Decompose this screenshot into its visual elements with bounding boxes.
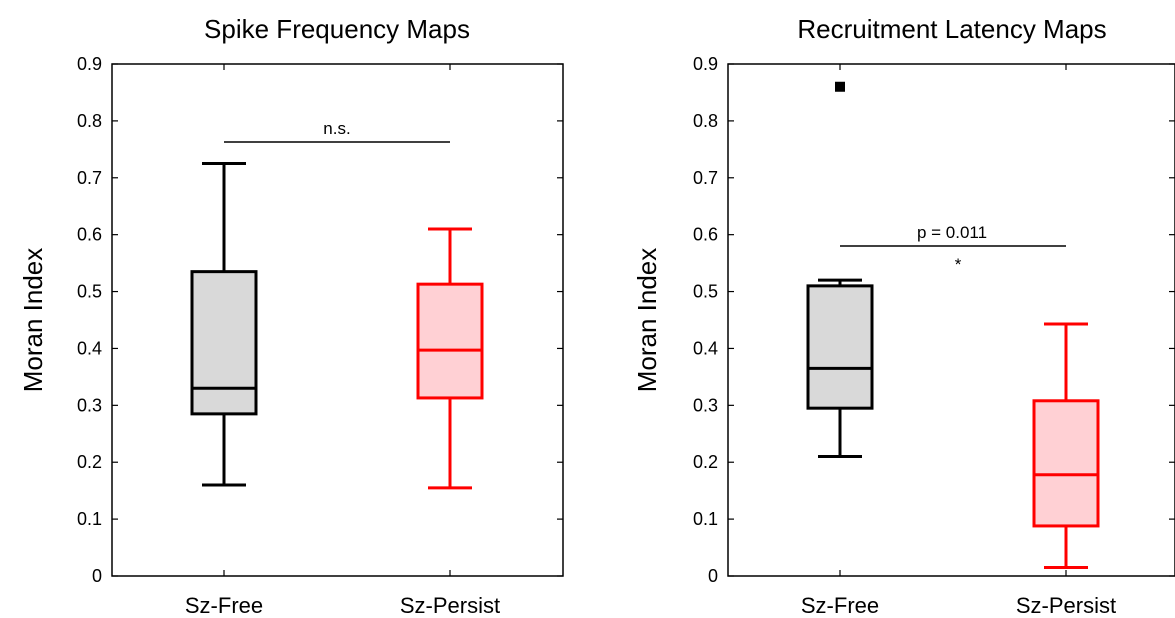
box-plots bbox=[806, 81, 1100, 569]
y-tick-label: 0.8 bbox=[693, 111, 718, 131]
y-tick-label: 0.7 bbox=[693, 168, 718, 188]
y-tick-label: 0.4 bbox=[693, 338, 718, 358]
y-tick-label: 0.2 bbox=[693, 452, 718, 472]
y-tick-label: 0.2 bbox=[77, 452, 102, 472]
significance-star: * bbox=[955, 255, 962, 274]
spike-frequency-panel: Spike Frequency Maps Moran Index 0 0.1 0.2… bbox=[18, 14, 564, 618]
panel-title: Spike Frequency Maps bbox=[204, 14, 470, 44]
x-category-labels: Sz-Free Sz-Persist bbox=[801, 593, 1116, 618]
y-tick-label: 0.6 bbox=[693, 225, 718, 245]
y-tick-label: 0 bbox=[92, 566, 102, 586]
y-axis-label: Moran Index bbox=[18, 248, 48, 393]
y-tick-label: 0 bbox=[708, 566, 718, 586]
outlier-marker bbox=[835, 81, 845, 92]
box-plot-sz-persist bbox=[1032, 322, 1100, 569]
significance-bracket: p = 0.011 * bbox=[840, 223, 1066, 274]
box-plots bbox=[190, 162, 484, 490]
y-tick-label: 0.1 bbox=[693, 509, 718, 529]
box-plot-sz-free bbox=[190, 162, 258, 487]
recruitment-latency-panel: Recruitment Latency Maps Moran Index 0 0.… bbox=[632, 14, 1175, 618]
y-tick-label: 0.9 bbox=[693, 54, 718, 74]
y-tick-label: 0.4 bbox=[77, 338, 102, 358]
y-tick-label: 0.5 bbox=[77, 282, 102, 302]
iqr-box bbox=[416, 282, 484, 400]
category-label: Sz-Free bbox=[185, 593, 263, 618]
plot-frame bbox=[727, 63, 1175, 577]
significance-label: n.s. bbox=[323, 119, 350, 138]
y-axis-label: Moran Index bbox=[632, 248, 662, 393]
plot-frame bbox=[111, 63, 564, 577]
significance-bracket: n.s. bbox=[224, 119, 450, 143]
y-tick-label: 0.8 bbox=[77, 111, 102, 131]
significance-label: p = 0.011 bbox=[917, 223, 987, 242]
x-category-labels: Sz-Free Sz-Persist bbox=[185, 593, 500, 618]
y-tick-label: 0.7 bbox=[77, 168, 102, 188]
iqr-box bbox=[806, 284, 874, 410]
panel-title: Recruitment Latency Maps bbox=[797, 14, 1106, 44]
category-label: Sz-Persist bbox=[400, 593, 500, 618]
y-tick-label: 0.9 bbox=[77, 54, 102, 74]
box-plot-sz-free bbox=[806, 81, 874, 459]
y-tick-label: 0.3 bbox=[77, 395, 102, 415]
y-tick-label: 0.3 bbox=[693, 395, 718, 415]
y-tick-label: 0.6 bbox=[77, 225, 102, 245]
y-tick-label: 0.1 bbox=[77, 509, 102, 529]
y-ticks: 0 0.1 0.2 0.3 0.4 0.5 0.6 0.7 0.8 0.9 bbox=[693, 54, 1175, 586]
iqr-box bbox=[190, 270, 258, 416]
box-plot-sz-persist bbox=[416, 227, 484, 490]
iqr-box bbox=[1032, 399, 1100, 528]
y-ticks: 0 0.1 0.2 0.3 0.4 0.5 0.6 0.7 0.8 0.9 bbox=[77, 54, 563, 586]
category-label: Sz-Persist bbox=[1016, 593, 1116, 618]
category-label: Sz-Free bbox=[801, 593, 879, 618]
y-tick-label: 0.5 bbox=[693, 282, 718, 302]
